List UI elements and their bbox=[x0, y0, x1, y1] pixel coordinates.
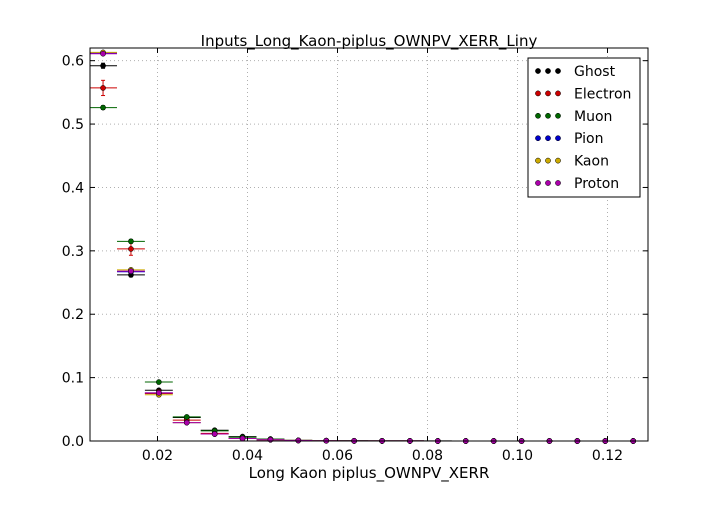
legend-marker bbox=[545, 135, 551, 142]
data-point bbox=[100, 85, 106, 91]
x-tick-label: 0.08 bbox=[412, 448, 443, 464]
legend-marker bbox=[535, 180, 541, 186]
data-point bbox=[295, 437, 302, 444]
legend-marker bbox=[545, 180, 551, 186]
legend-box bbox=[527, 57, 641, 198]
legend-marker bbox=[535, 135, 541, 142]
legend-marker bbox=[555, 157, 561, 164]
legend-marker bbox=[545, 112, 551, 119]
legend-label: Ghost bbox=[574, 64, 616, 80]
legend-label: Kaon bbox=[574, 154, 609, 170]
y-tick-label: 0.3 bbox=[62, 244, 84, 260]
legend-marker bbox=[555, 68, 561, 74]
legend-item-proton: Proton bbox=[535, 176, 619, 192]
x-tick-label: 0.04 bbox=[232, 448, 263, 464]
legend-marker bbox=[555, 112, 561, 119]
legend-marker bbox=[535, 112, 541, 119]
legend-marker bbox=[535, 68, 541, 74]
legend-label: Electron bbox=[574, 86, 631, 102]
legend-marker bbox=[545, 68, 551, 74]
data-point bbox=[100, 50, 106, 57]
data-point bbox=[156, 389, 162, 396]
data-point bbox=[128, 238, 134, 245]
data-point bbox=[239, 435, 246, 442]
x-tick-label: 0.06 bbox=[322, 448, 353, 464]
data-point bbox=[183, 419, 190, 426]
data-point bbox=[156, 379, 162, 385]
y-tick-label: 0.2 bbox=[62, 307, 84, 323]
legend-marker bbox=[535, 157, 541, 164]
legend-item-muon: Muon bbox=[535, 109, 612, 125]
y-tick-label: 0.6 bbox=[62, 54, 84, 70]
chart-title: Inputs_Long_Kaon-piplus_OWNPV_XERR_Liny bbox=[201, 32, 538, 51]
legend-label: Pion bbox=[574, 131, 603, 147]
data-point bbox=[128, 268, 134, 274]
data-point bbox=[183, 414, 190, 420]
legend-marker bbox=[555, 180, 561, 186]
data-point bbox=[100, 62, 106, 69]
data-point bbox=[211, 431, 218, 437]
legend-marker bbox=[545, 90, 551, 97]
data-point bbox=[128, 246, 134, 252]
x-axis-label: Long Kaon piplus_OWNPV_XERR bbox=[249, 464, 490, 483]
legend-item-pion: Pion bbox=[535, 131, 603, 147]
x-tick-label: 0.12 bbox=[592, 448, 623, 464]
x-tick-label: 0.02 bbox=[142, 448, 173, 464]
y-tick-label: 0.0 bbox=[62, 434, 84, 450]
legend-marker bbox=[555, 90, 561, 97]
plot-frame bbox=[89, 47, 649, 442]
legend: Ghost Electron Muon Pion Kaon Proton bbox=[527, 57, 641, 198]
x-tick-label: 0.10 bbox=[502, 448, 533, 464]
legend-marker bbox=[555, 135, 561, 142]
data-point bbox=[267, 436, 274, 443]
y-tick-label: 0.5 bbox=[62, 117, 84, 133]
tick-layer: 0.02 0.04 0.06 0.08 0.10 0.12 0.0 0.1 0.2 0.3 0.4 0… bbox=[62, 48, 648, 464]
legend-label: Proton bbox=[574, 176, 619, 192]
legend-marker bbox=[545, 157, 551, 164]
legend-marker bbox=[535, 90, 541, 97]
legend-item-kaon: Kaon bbox=[535, 154, 609, 170]
legend-item-electron: Electron bbox=[535, 86, 631, 102]
data-point bbox=[100, 104, 106, 111]
legend-label: Muon bbox=[574, 109, 612, 125]
y-tick-label: 0.1 bbox=[62, 371, 84, 387]
legend-item-ghost: Ghost bbox=[535, 64, 616, 80]
y-tick-label: 0.4 bbox=[62, 180, 84, 196]
